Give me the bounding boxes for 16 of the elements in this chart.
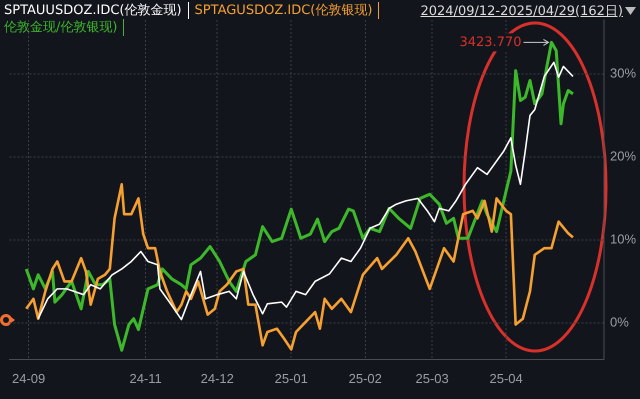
y-tick-label: 20% xyxy=(610,148,636,164)
y-tick-label: 10% xyxy=(610,231,636,246)
x-tick-label: 25-04 xyxy=(489,370,523,386)
x-tick-label: 25-03 xyxy=(415,370,449,386)
annotation: 3423.770 xyxy=(459,34,522,50)
y-tick-label: 0% xyxy=(610,314,630,330)
chart-subtitle: 2024/09/12-2025/04/29(162日) xyxy=(420,3,623,20)
x-tick-label: 25-01 xyxy=(274,370,308,386)
legend-label: SPTAGUSDOZ.IDC(伦敦银现) xyxy=(194,2,380,19)
legend-label: SPTAUUSDOZ.IDC(伦敦金现) xyxy=(4,2,189,19)
legend-label: 伦敦金现/伦敦银现) xyxy=(4,19,124,36)
x-tick-label: 24-09 xyxy=(12,370,46,386)
x-tick-label: 25-02 xyxy=(348,370,382,386)
x-tick-label: 24-12 xyxy=(200,370,234,386)
x-tick-label: 24-11 xyxy=(129,370,162,386)
y-tick-label: 30% xyxy=(610,66,636,81)
